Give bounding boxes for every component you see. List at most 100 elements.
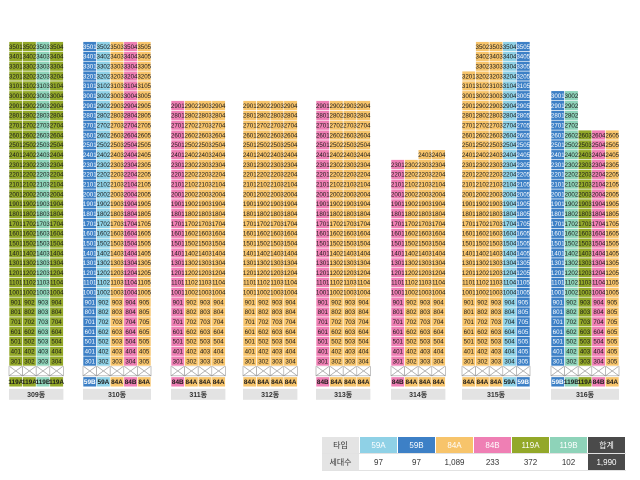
unit-number: 2503 bbox=[110, 142, 124, 149]
unit-number: 404 bbox=[593, 349, 604, 356]
unit-number: 2801 bbox=[462, 113, 476, 120]
unit-number: 1201 bbox=[316, 270, 330, 277]
unit-number: 1804 bbox=[284, 211, 298, 218]
unit-number: 3503 bbox=[36, 44, 50, 51]
unit-number: 1202 bbox=[405, 270, 419, 277]
unit-number: 3505 bbox=[137, 44, 151, 51]
unit-number: 1602 bbox=[185, 231, 199, 238]
unit-type-label: 84A bbox=[138, 379, 150, 386]
unit-number: 2301 bbox=[171, 162, 185, 169]
unit-type-label: 119B bbox=[36, 379, 51, 386]
pilotis-cross bbox=[404, 365, 419, 377]
unit-number: 1904 bbox=[212, 201, 226, 208]
unit-number: 2502 bbox=[565, 142, 579, 149]
unit-number: 1002 bbox=[185, 290, 199, 297]
unit-number: 1302 bbox=[23, 260, 37, 267]
unit-number: 2503 bbox=[270, 142, 284, 149]
unit-number: 504 bbox=[358, 339, 369, 346]
unit-number: 2604 bbox=[124, 132, 138, 139]
unit-number: 2905 bbox=[137, 103, 151, 110]
unit-number: 1003 bbox=[270, 290, 284, 297]
unit-number: 1002 bbox=[476, 290, 490, 297]
unit-number: 1101 bbox=[462, 280, 476, 287]
unit-number: 2303 bbox=[418, 162, 432, 169]
unit-number: 1203 bbox=[198, 270, 212, 277]
unit-number: 3401 bbox=[83, 54, 97, 61]
unit-number: 1604 bbox=[432, 231, 446, 238]
unit-number: 2202 bbox=[476, 172, 490, 179]
unit-number: 305 bbox=[607, 358, 618, 365]
unit-number: 2604 bbox=[212, 132, 226, 139]
unit-number: 2703 bbox=[198, 122, 212, 129]
unit-number: 2001 bbox=[551, 191, 565, 198]
unit-number: 1104 bbox=[50, 280, 64, 287]
unit-number: 1004 bbox=[503, 290, 517, 297]
unit-number: 1402 bbox=[405, 250, 419, 257]
unit-number: 1704 bbox=[432, 221, 446, 228]
pilotis-cross bbox=[170, 365, 185, 377]
unit-number: 2403 bbox=[198, 152, 212, 159]
unit-number: 1703 bbox=[270, 221, 284, 228]
unit-number: 2501 bbox=[551, 142, 565, 149]
unit-number: 1403 bbox=[36, 250, 50, 257]
unit-number: 1603 bbox=[578, 231, 592, 238]
unit-number: 503 bbox=[272, 339, 283, 346]
unit-type-label: 84A bbox=[606, 379, 618, 386]
unit-number: 1602 bbox=[405, 231, 419, 238]
unit-number: 2405 bbox=[605, 152, 619, 159]
unit-number: 404 bbox=[125, 349, 136, 356]
unit-number: 2902 bbox=[476, 103, 490, 110]
unit-number: 2003 bbox=[489, 191, 503, 198]
unit-number: 502 bbox=[477, 339, 488, 346]
building-7: 3014015016017018019011001110112011301140… bbox=[550, 90, 620, 400]
unit-number: 1203 bbox=[343, 270, 357, 277]
unit-number: 1004 bbox=[432, 290, 446, 297]
unit-number: 601 bbox=[318, 329, 329, 336]
unit-number: 2804 bbox=[503, 113, 517, 120]
unit-number: 3004 bbox=[124, 93, 138, 100]
legend-count-84a: 1,089 bbox=[435, 453, 474, 471]
unit-number: 2104 bbox=[124, 181, 138, 188]
unit-number: 1502 bbox=[185, 240, 199, 247]
unit-number: 2204 bbox=[284, 172, 298, 179]
unit-number: 1301 bbox=[462, 260, 476, 267]
unit-number: 402 bbox=[186, 349, 197, 356]
unit-number: 901 bbox=[173, 299, 184, 306]
legend-count-84b: 233 bbox=[473, 453, 512, 471]
unit-number: 2601 bbox=[551, 132, 565, 139]
unit-number: 2801 bbox=[171, 113, 185, 120]
unit-number: 901 bbox=[464, 299, 475, 306]
unit-number: 3001 bbox=[551, 93, 565, 100]
unit-number: 1504 bbox=[124, 240, 138, 247]
unit-number: 704 bbox=[593, 319, 604, 326]
unit-number: 1605 bbox=[137, 231, 151, 238]
unit-number: 1403 bbox=[343, 250, 357, 257]
unit-number: 1104 bbox=[284, 280, 298, 287]
unit-number: 1605 bbox=[516, 231, 530, 238]
unit-number: 1201 bbox=[83, 270, 97, 277]
unit-number: 2705 bbox=[516, 122, 530, 129]
unit-number: 702 bbox=[477, 319, 488, 326]
building-label-bar bbox=[171, 388, 226, 400]
unit-number: 801 bbox=[318, 309, 329, 316]
unit-number: 703 bbox=[491, 319, 502, 326]
unit-number: 1202 bbox=[330, 270, 344, 277]
unit-number: 2601 bbox=[83, 132, 97, 139]
unit-number: 504 bbox=[504, 339, 515, 346]
unit-number: 2004 bbox=[503, 191, 517, 198]
unit-number: 902 bbox=[331, 299, 342, 306]
unit-number: 2603 bbox=[270, 132, 284, 139]
unit-number: 1405 bbox=[516, 250, 530, 257]
unit-number: 402 bbox=[566, 349, 577, 356]
unit-number: 2404 bbox=[284, 152, 298, 159]
unit-number: 605 bbox=[518, 329, 529, 336]
unit-number: 3201 bbox=[9, 73, 23, 80]
unit-number: 902 bbox=[186, 299, 197, 306]
unit-cell bbox=[283, 100, 298, 111]
unit-number: 401 bbox=[393, 349, 404, 356]
unit-number: 602 bbox=[331, 329, 342, 336]
unit-number: 905 bbox=[518, 299, 529, 306]
unit-number: 2403 bbox=[418, 152, 432, 159]
unit-number: 2204 bbox=[432, 172, 446, 179]
legend-type-119b: 119B bbox=[549, 437, 588, 454]
